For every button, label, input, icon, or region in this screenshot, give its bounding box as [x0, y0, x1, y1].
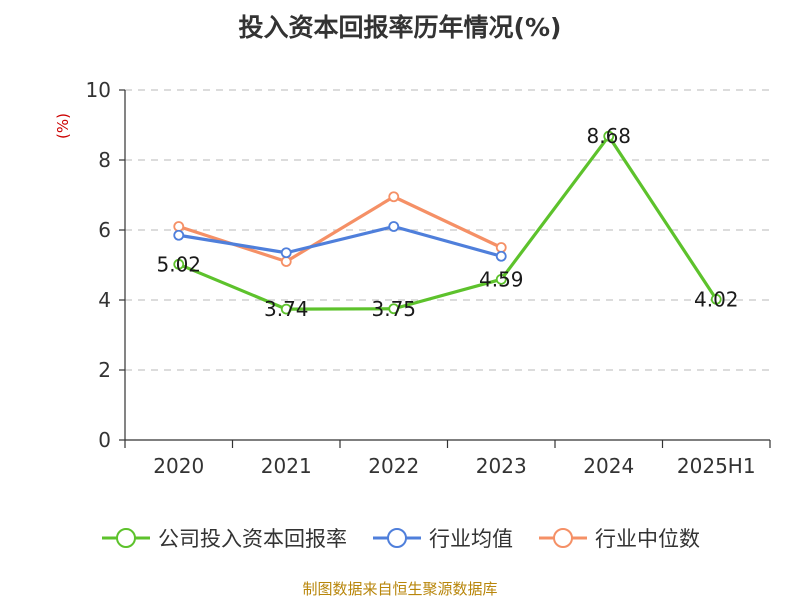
x-tick-label: 2020 — [153, 454, 204, 478]
data-point-company — [280, 303, 292, 315]
data-label: 8.68 — [586, 124, 631, 148]
legend-label: 行业均值 — [429, 527, 513, 551]
source-note: 制图数据来自恒生聚源数据库 — [302, 580, 498, 598]
legend-item-industry-avg[interactable]: 行业均值 — [371, 523, 513, 553]
legend-marker-icon — [373, 528, 421, 548]
y-tick-label: 4 — [98, 288, 111, 312]
axes: 0 2 4 6 8 10 (%) 2020 2021 2022 2023 2024 2025H1 — [54, 78, 771, 478]
data-point-industry-median — [173, 221, 185, 232]
data-point-industry-median — [280, 256, 292, 267]
series-line-company — [177, 134, 718, 311]
x-tick-label: 2022 — [368, 454, 419, 478]
series-lines — [173, 130, 722, 315]
y-tick-label: 2 — [98, 358, 111, 382]
data-point-industry-avg — [495, 250, 507, 262]
data-point-company — [710, 293, 722, 305]
data-label: 3.74 — [264, 297, 309, 321]
x-tick-label: 2024 — [583, 454, 634, 478]
series-line-industry-avg — [177, 224, 503, 258]
series-line-industry-median — [177, 195, 503, 264]
y-tick-label: 0 — [98, 428, 111, 452]
legend-item-industry-median[interactable]: 行业中位数 — [537, 523, 700, 553]
legend-marker-icon — [539, 528, 587, 548]
data-label: 5.02 — [156, 252, 201, 276]
y-tick-label: 6 — [98, 218, 111, 242]
y-tick-label: 10 — [86, 78, 111, 102]
data-point-industry-avg — [388, 221, 400, 232]
data-point-industry-avg — [280, 247, 292, 259]
legend-circle — [553, 528, 573, 548]
y-tick-label: 8 — [98, 148, 111, 172]
data-point-company — [173, 258, 185, 270]
data-point-company — [495, 273, 507, 285]
data-labels: 5.02 3.74 3.75 4.59 8.68 4.02 — [156, 124, 738, 321]
data-label: 3.75 — [371, 297, 416, 321]
data-label: 4.59 — [479, 267, 524, 291]
legend-item-company[interactable]: 公司投入资本回报率 — [100, 523, 347, 553]
legend-circle — [387, 528, 407, 548]
x-tick-label: 2021 — [261, 454, 312, 478]
gridlines — [125, 89, 770, 371]
legend-circle — [116, 528, 136, 548]
legend: 公司投入资本回报率 行业均值 行业中位数 — [0, 518, 800, 558]
data-point-industry-median — [495, 242, 507, 253]
chart-title: 投入资本回报率历年情况(%) — [238, 13, 562, 42]
data-point-industry-median — [388, 191, 400, 203]
x-tick-label: 2025H1 — [677, 454, 756, 478]
legend-marker-icon — [102, 528, 150, 548]
data-point-industry-avg — [173, 229, 185, 241]
x-tick-label: 2023 — [476, 454, 527, 478]
data-label: 4.02 — [694, 287, 739, 311]
legend-label: 公司投入资本回报率 — [158, 527, 347, 551]
y-axis-label: (%) — [54, 113, 72, 139]
data-point-company — [603, 130, 615, 142]
legend-label: 行业中位数 — [595, 527, 700, 551]
data-point-company — [388, 303, 400, 315]
